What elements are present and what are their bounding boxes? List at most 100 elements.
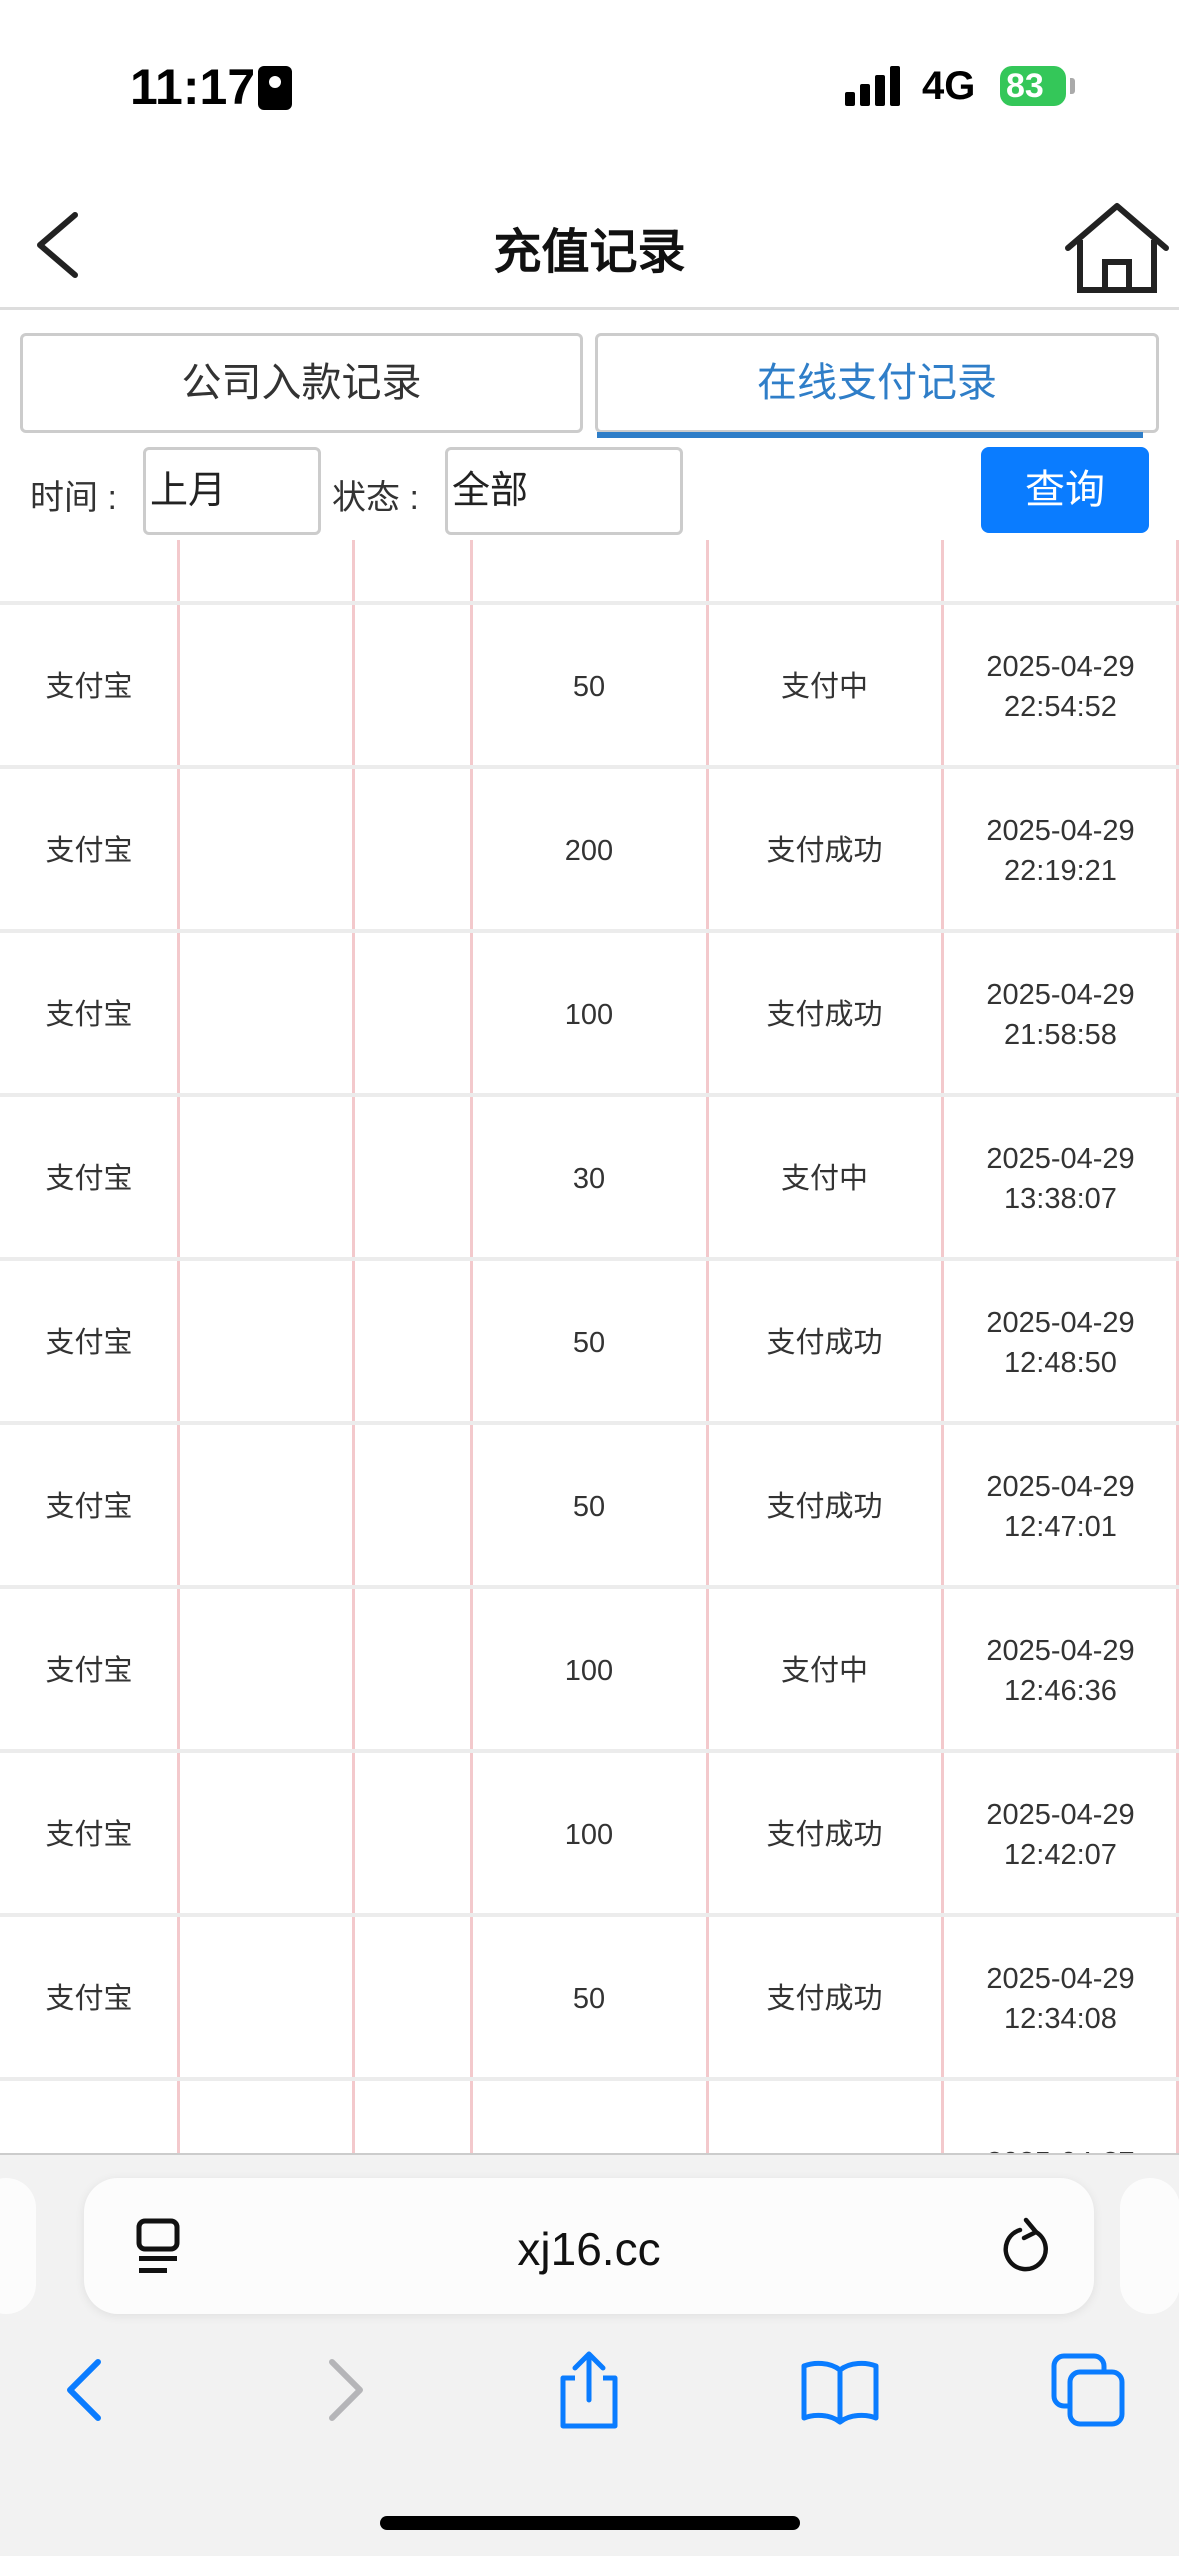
reader-icon[interactable] xyxy=(134,2218,184,2274)
column-divider xyxy=(941,605,944,765)
cell-empty xyxy=(353,1425,471,1589)
column-divider xyxy=(470,1917,473,2077)
column-divider xyxy=(941,540,944,601)
date-text: 2025-04-29 xyxy=(986,1471,1135,1503)
back-chevron-icon[interactable] xyxy=(30,210,90,280)
time-text: 12:42:07 xyxy=(1004,1839,1117,1871)
query-button[interactable]: 查询 xyxy=(981,447,1149,533)
cell-amount: 50 xyxy=(572,1327,606,1359)
column-divider xyxy=(1176,1917,1179,2077)
column-divider xyxy=(352,2081,355,2153)
cell-empty xyxy=(353,1917,471,2081)
date-text: 2025-04-29 xyxy=(986,1963,1135,1995)
column-divider xyxy=(177,605,180,765)
column-divider xyxy=(470,1589,473,1749)
cell-status: 支付成功 xyxy=(766,1491,883,1523)
column-divider xyxy=(470,933,473,1093)
share-icon[interactable] xyxy=(549,2350,629,2430)
column-divider xyxy=(352,1097,355,1257)
cell-channel xyxy=(0,540,178,605)
column-divider xyxy=(177,1753,180,1913)
cell-empty xyxy=(178,1589,353,1753)
table-row: 支付宝 50 支付成功 2025-04-29 12:47:01 xyxy=(0,1425,1179,1589)
cell-channel: 支付宝 xyxy=(45,835,133,867)
cell-status xyxy=(707,540,942,605)
contact-card-icon xyxy=(258,66,292,110)
time-text: 12:48:50 xyxy=(1004,1347,1117,1379)
tab-company-deposit[interactable]: 公司入款记录 xyxy=(20,333,583,433)
bookmarks-icon[interactable] xyxy=(800,2350,880,2430)
column-divider xyxy=(941,769,944,929)
cell-amount: 50 xyxy=(572,1491,606,1523)
cell-channel: 支付宝 xyxy=(45,1655,133,1687)
cell-empty xyxy=(353,769,471,933)
cell-empty xyxy=(178,1097,353,1261)
column-divider xyxy=(706,2081,709,2153)
forward-icon[interactable] xyxy=(302,2350,382,2430)
cell-empty xyxy=(353,540,471,605)
reload-icon[interactable] xyxy=(998,2216,1054,2276)
column-divider xyxy=(352,540,355,601)
back-icon[interactable] xyxy=(48,2350,128,2430)
next-tab-pill[interactable] xyxy=(1120,2178,1179,2314)
tabs-icon[interactable] xyxy=(1048,2350,1128,2430)
cell-status: 支付成功 xyxy=(766,999,883,1031)
column-divider xyxy=(352,1589,355,1749)
column-divider xyxy=(177,1425,180,1585)
battery-icon: 83 xyxy=(1000,66,1066,106)
nav-header xyxy=(0,170,1179,310)
home-icon[interactable] xyxy=(1062,200,1172,295)
active-tab-indicator xyxy=(597,432,1143,438)
time-text: 13:38:07 xyxy=(1004,1183,1117,1215)
column-divider xyxy=(177,769,180,929)
time-select[interactable]: 上月 xyxy=(143,447,321,535)
column-divider xyxy=(470,1753,473,1913)
time-text: 22:19:21 xyxy=(1004,855,1117,887)
cell-time: 2025-04-29 21:58:58 xyxy=(942,933,1179,1097)
table-row: 支付宝 100 支付中 2025-04-29 12:46:36 xyxy=(0,1589,1179,1753)
column-divider xyxy=(352,933,355,1093)
column-divider xyxy=(352,1917,355,2077)
column-divider xyxy=(706,933,709,1093)
url-text[interactable]: xj16.cc xyxy=(517,2223,661,2275)
cell-empty xyxy=(353,1097,471,1261)
table-row: 支付宝 50 支付成功 2025-04-29 12:34:08 xyxy=(0,1917,1179,2081)
cell-empty xyxy=(178,1917,353,2081)
tab-online-payment[interactable]: 在线支付记录 xyxy=(595,333,1159,433)
column-divider xyxy=(352,769,355,929)
cell-channel: 支付宝 xyxy=(45,999,133,1031)
column-divider xyxy=(706,769,709,929)
date-text: 2025-04-27 xyxy=(986,2143,1134,2153)
network-type: 4G xyxy=(922,64,976,108)
prev-tab-pill[interactable] xyxy=(0,2178,36,2314)
column-divider xyxy=(706,1425,709,1585)
cell-empty xyxy=(353,605,471,769)
cell-channel: 支付宝 xyxy=(45,671,133,703)
cell-amount: 50 xyxy=(572,1983,606,2015)
table-row: 支付宝 30 支付中 2025-04-29 13:38:07 xyxy=(0,1097,1179,1261)
address-bar[interactable] xyxy=(84,2178,1094,2314)
records-table[interactable]: 22:55:13 支付宝 50 支付中 2025-04-29 22:54:52 支付宝 200… xyxy=(0,540,1179,2153)
column-divider xyxy=(1176,1589,1179,1749)
cell-empty xyxy=(178,1753,353,1917)
column-divider xyxy=(941,1425,944,1585)
cell-status xyxy=(707,2081,942,2153)
battery-cap xyxy=(1070,78,1075,94)
cell-time: 2025-04-29 12:42:07 xyxy=(942,1753,1179,1917)
column-divider xyxy=(941,2081,944,2153)
status-select[interactable]: 全部 xyxy=(445,447,683,535)
column-divider xyxy=(177,933,180,1093)
column-divider xyxy=(1176,540,1179,601)
status-label: 状态 : xyxy=(332,479,419,517)
date-text: 2025-04-29 xyxy=(986,1307,1135,1339)
cell-empty xyxy=(353,2081,471,2153)
table-row: 支付宝 50 支付成功 2025-04-29 12:48:50 xyxy=(0,1261,1179,1425)
column-divider xyxy=(1176,605,1179,765)
cell-time: 2025-04-29 12:48:50 xyxy=(942,1261,1179,1425)
cell-amount: 30 xyxy=(572,1163,606,1195)
cell-status: 支付中 xyxy=(780,671,868,703)
cell-time: 2025-04-29 22:19:21 xyxy=(942,769,1179,933)
cell-amount: 100 xyxy=(564,1655,614,1687)
column-divider xyxy=(706,540,709,601)
date-text: 2025-04-29 xyxy=(986,979,1135,1011)
